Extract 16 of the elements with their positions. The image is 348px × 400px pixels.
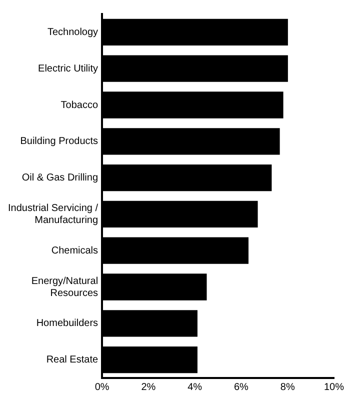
x-tick-label: 0%: [94, 382, 110, 393]
y-tick-label: Technology: [47, 26, 98, 38]
y-tick-label: Building Products: [20, 136, 98, 148]
y-tick-label: Homebuilders: [36, 318, 98, 330]
x-tick-label: 8%: [280, 382, 295, 393]
y-tick-label: Tobacco: [60, 100, 98, 111]
x-tick-label: 6%: [234, 382, 249, 393]
x-tick-label: 2%: [141, 382, 156, 393]
y-tick-label: Chemicals: [51, 245, 98, 256]
y-tick-label: Energy/Natural Resources: [31, 276, 98, 299]
y-tick-label: Industrial Servicing / Manufacturing: [8, 202, 98, 226]
y-tick-label: Electric Utility: [38, 63, 98, 74]
x-tick-label: 4%: [188, 382, 202, 393]
x-tick-label: 10%: [324, 382, 344, 393]
y-tick-label: Real Estate: [46, 354, 98, 366]
y-tick-label: Oil & Gas Drilling: [22, 172, 98, 184]
